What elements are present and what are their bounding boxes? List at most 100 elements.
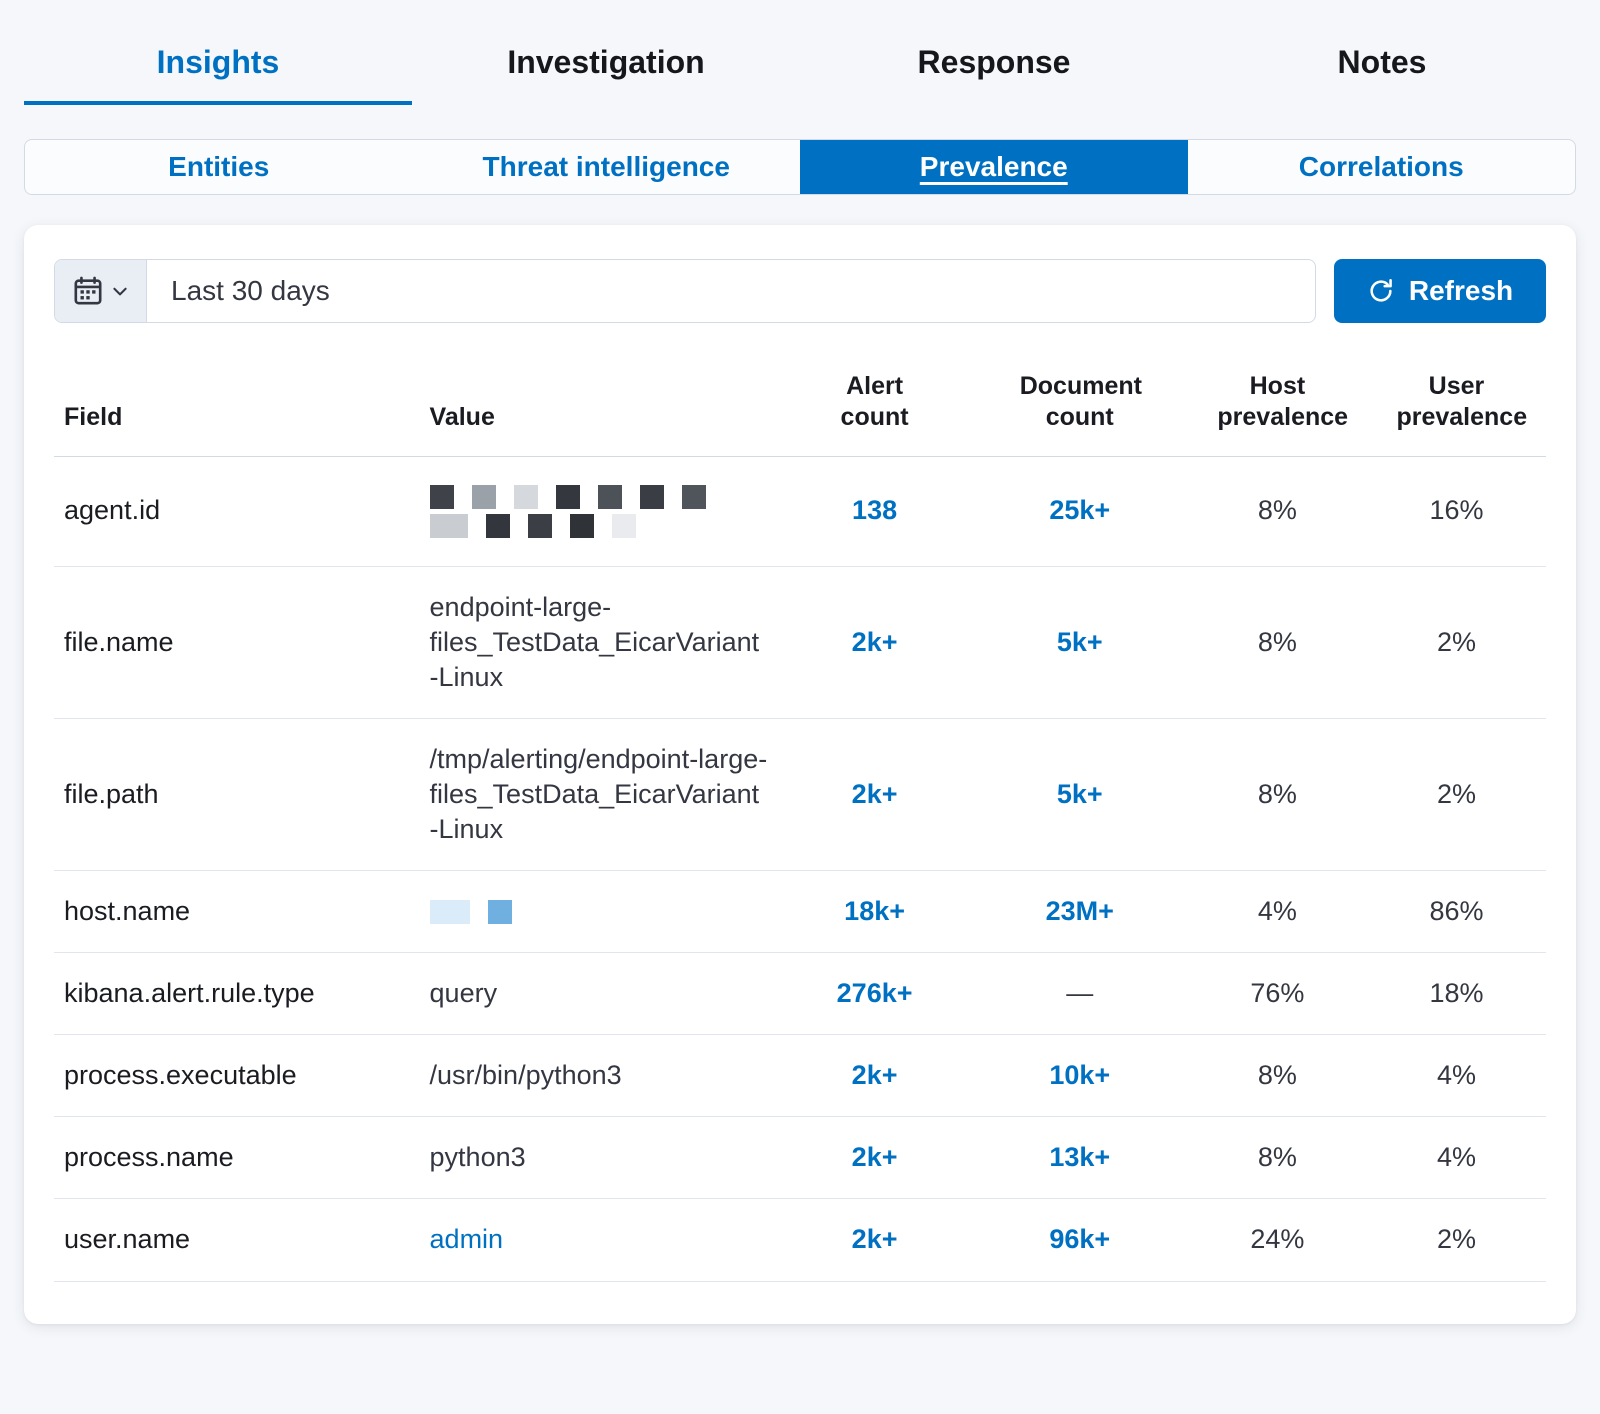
header-user-prevalence-label: User prevalence: [1396, 372, 1528, 432]
main-tab-bar: Insights Investigation Response Notes: [24, 28, 1576, 105]
prevalence-table-body: agent.id 138 25k+ 8% 16% file.name endpo…: [54, 456, 1546, 1282]
tab-investigation[interactable]: Investigation: [507, 44, 705, 80]
redacted-block: [429, 899, 470, 924]
user-prevalence-cell: 2%: [1366, 566, 1546, 719]
redacted-block: [429, 513, 468, 538]
refresh-icon: [1367, 277, 1395, 305]
alert-count-cell: 2k+: [777, 1034, 972, 1118]
calendar-icon: [73, 276, 103, 306]
date-range-value[interactable]: Last 30 days: [171, 275, 330, 306]
document-count-empty: —: [1066, 978, 1094, 1009]
redacted-value-blocks: [429, 484, 768, 509]
table-header-row: Field Value Alert count Document count H…: [54, 353, 1546, 457]
user-prevalence-cell: 2%: [1366, 718, 1546, 872]
document-count-link[interactable]: 5k+: [1056, 778, 1103, 809]
field-cell: host.name: [54, 870, 420, 954]
value-cell: [419, 870, 778, 954]
value-text: /usr/bin/python3: [429, 1060, 622, 1091]
alert-count-cell: 2k+: [777, 1198, 972, 1282]
value-link[interactable]: admin: [429, 1224, 504, 1255]
document-count-cell: 96k+: [971, 1198, 1188, 1282]
field-cell: process.executable: [54, 1034, 420, 1118]
date-range-picker[interactable]: Last 30 days: [54, 259, 1316, 323]
alert-count-cell: 276k+: [777, 952, 972, 1036]
subtab-correlations[interactable]: Correlations: [1298, 151, 1464, 182]
subtab-entities[interactable]: Entities: [168, 151, 270, 182]
alert-count-link[interactable]: 276k+: [836, 978, 913, 1009]
header-alert-count: Alert count: [777, 353, 972, 457]
redacted-value-blocks: [429, 513, 768, 538]
value-cell: admin: [419, 1198, 778, 1282]
table-row: process.name python3 2k+ 13k+ 8% 4%: [54, 1116, 1546, 1200]
host-prevalence-cell: 76%: [1187, 952, 1367, 1036]
document-count-link[interactable]: 23M+: [1045, 896, 1114, 927]
document-count-cell: 5k+: [971, 718, 1188, 872]
alert-count-link[interactable]: 2k+: [851, 1142, 898, 1173]
value-cell: python3: [419, 1116, 778, 1200]
table-row: agent.id 138 25k+ 8% 16%: [54, 456, 1546, 567]
value-cell: query: [419, 952, 778, 1036]
redacted-block: [611, 513, 636, 538]
header-user-prevalence: User prevalence: [1366, 353, 1546, 457]
header-host-prevalence: Host prevalence: [1187, 353, 1367, 457]
value-cell: [419, 456, 778, 567]
redacted-block: [555, 484, 580, 509]
alert-count-cell: 138: [777, 456, 972, 567]
tab-response[interactable]: Response: [917, 44, 1071, 80]
alert-count-link[interactable]: 18k+: [844, 896, 905, 927]
header-document-count: Document count: [971, 353, 1188, 457]
redacted-block: [681, 484, 706, 509]
subtab-prevalence[interactable]: Prevalence: [800, 140, 1188, 194]
host-prevalence-cell: 4%: [1187, 870, 1367, 954]
redacted-block: [639, 484, 664, 509]
subtab-threat-intelligence[interactable]: Threat intelligence: [482, 151, 730, 182]
tab-insights[interactable]: Insights: [24, 28, 412, 105]
date-picker-button[interactable]: [55, 260, 147, 322]
alert-count-link[interactable]: 2k+: [851, 778, 898, 809]
table-row: host.name 18k+ 23M+ 4% 86%: [54, 870, 1546, 954]
alert-count-cell: 18k+: [777, 870, 972, 954]
host-prevalence-cell: 8%: [1187, 718, 1367, 872]
alert-count-link[interactable]: 2k+: [851, 626, 898, 657]
table-row: kibana.alert.rule.type query 276k+ — 76%…: [54, 952, 1546, 1036]
host-prevalence-cell: 8%: [1187, 456, 1367, 567]
alert-count-link[interactable]: 138: [852, 495, 898, 526]
field-cell: user.name: [54, 1198, 420, 1282]
alert-count-link[interactable]: 2k+: [851, 1224, 898, 1255]
document-count-cell: 5k+: [971, 566, 1188, 719]
value-text: query: [429, 978, 498, 1009]
user-prevalence-cell: 4%: [1366, 1116, 1546, 1200]
value-cell: /tmp/alerting/endpoint-large-files_TestD…: [419, 718, 778, 872]
field-cell: agent.id: [54, 456, 420, 567]
field-cell: kibana.alert.rule.type: [54, 952, 420, 1036]
user-prevalence-cell: 86%: [1366, 870, 1546, 954]
user-prevalence-cell: 16%: [1366, 456, 1546, 567]
value-text: python3: [429, 1142, 526, 1173]
value-cell: /usr/bin/python3: [419, 1034, 778, 1118]
document-count-link[interactable]: 5k+: [1056, 626, 1103, 657]
table-row: file.name endpoint-large-files_TestData_…: [54, 566, 1546, 719]
field-cell: file.path: [54, 718, 420, 872]
chevron-down-icon: [111, 282, 129, 300]
user-prevalence-cell: 18%: [1366, 952, 1546, 1036]
redacted-block: [513, 484, 538, 509]
tab-notes[interactable]: Notes: [1337, 44, 1427, 80]
alert-count-cell: 2k+: [777, 1116, 972, 1200]
document-count-link[interactable]: 13k+: [1049, 1142, 1111, 1173]
document-count-link[interactable]: 10k+: [1049, 1060, 1111, 1091]
header-document-count-label: Document count: [1019, 372, 1142, 432]
redacted-block: [527, 513, 552, 538]
redacted-block: [485, 513, 510, 538]
table-row: file.path /tmp/alerting/endpoint-large-f…: [54, 718, 1546, 872]
prevalence-table: Field Value Alert count Document count H…: [54, 353, 1546, 1282]
document-count-link[interactable]: 25k+: [1049, 495, 1111, 526]
document-count-cell: 13k+: [971, 1116, 1188, 1200]
alert-count-link[interactable]: 2k+: [851, 1060, 898, 1091]
refresh-button[interactable]: Refresh: [1334, 259, 1546, 323]
header-value: Value: [419, 353, 778, 457]
value-cell: endpoint-large-files_TestData_EicarVaria…: [419, 566, 778, 719]
host-prevalence-cell: 8%: [1187, 1116, 1367, 1200]
document-count-cell: 10k+: [971, 1034, 1188, 1118]
redacted-block: [487, 899, 512, 924]
document-count-link[interactable]: 96k+: [1049, 1224, 1111, 1255]
